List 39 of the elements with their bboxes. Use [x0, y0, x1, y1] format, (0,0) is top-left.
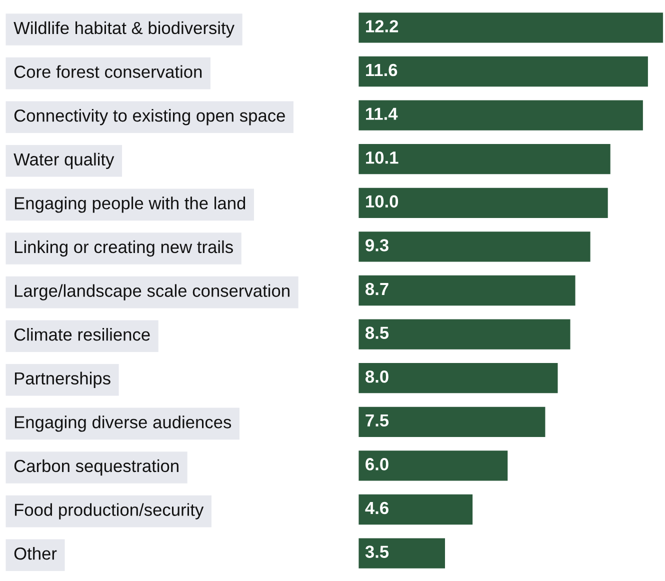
data-label: 8.0: [365, 370, 388, 383]
y-tick-label: Engaging people with the land: [14, 196, 246, 213]
bar: [358, 98, 644, 132]
bar: [358, 186, 610, 220]
bar: [358, 405, 547, 438]
data-label: 8.5: [365, 326, 389, 339]
y-tick-label: Other: [14, 547, 57, 560]
data-label: 9.3: [366, 239, 388, 252]
bar: [358, 318, 572, 351]
bar: [358, 230, 592, 264]
data-label: 4.6: [365, 502, 388, 514]
y-tick-label: Water quality: [14, 152, 114, 169]
bar: [358, 536, 446, 570]
y-tick-label: Large/landscape scale conservation: [14, 284, 290, 300]
data-label: 6.0: [366, 458, 388, 470]
bar: [358, 449, 510, 482]
bar: [358, 493, 474, 526]
y-tick-label: Engaging diverse audiences: [14, 416, 232, 432]
data-label: 12.2: [366, 20, 398, 32]
data-label: 3.5: [365, 546, 389, 558]
y-tick-label: Wildlife habitat & biodiversity: [14, 21, 234, 38]
y-tick-label: Carbon sequestration: [14, 459, 178, 476]
data-label: 11.6: [366, 64, 398, 76]
data-label: 10.1: [366, 151, 398, 164]
y-tick-label: Partnerships: [14, 372, 110, 388]
data-label: 10.0: [366, 195, 398, 208]
y-tick-label: Connectivity to existing open space: [14, 109, 285, 126]
bar: [358, 362, 560, 395]
y-tick-label: Climate resilience: [14, 328, 150, 341]
bar: [358, 55, 650, 88]
y-tick-label: Linking or creating new trails: [14, 240, 233, 257]
data-label: 7.5: [366, 414, 389, 427]
data-label: 8.7: [365, 282, 388, 296]
y-tick-label: Food production/security: [14, 503, 204, 520]
data-label: 11.4: [366, 108, 398, 120]
bar: [358, 142, 612, 176]
y-tick-label: Core forest conservation: [14, 65, 202, 78]
bar: [358, 274, 577, 307]
bar: [358, 11, 664, 44]
